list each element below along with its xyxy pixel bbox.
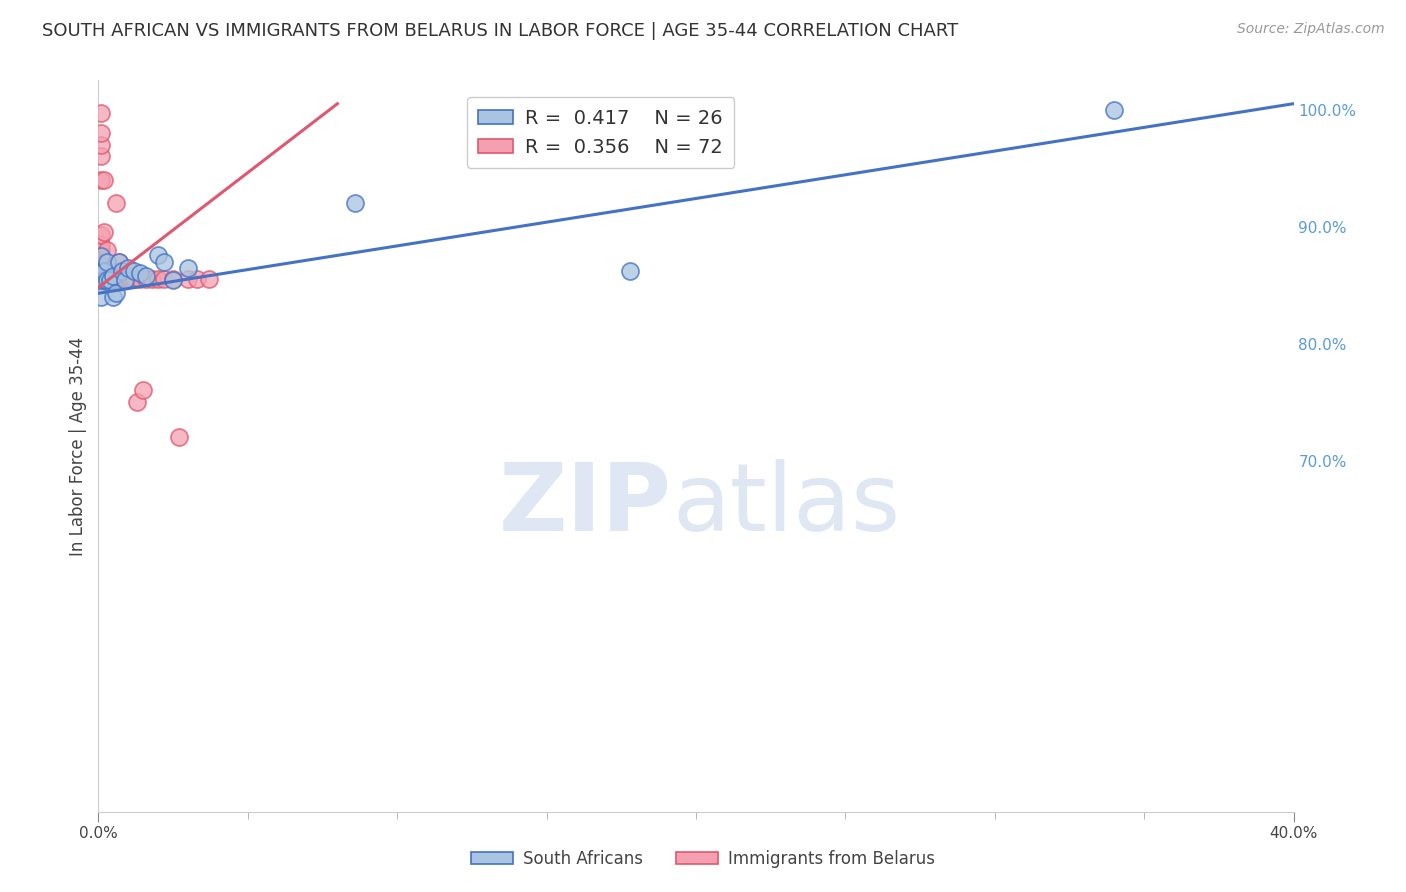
Point	[114, 273, 136, 287]
Point	[117, 260, 139, 275]
Point	[186, 272, 208, 286]
Point	[90, 249, 112, 263]
Point	[96, 266, 118, 280]
Point	[103, 266, 125, 280]
Point	[93, 273, 115, 287]
Point	[127, 395, 149, 409]
Point	[177, 272, 200, 286]
Point	[148, 247, 170, 261]
Point	[117, 272, 139, 286]
Point	[90, 249, 112, 263]
Point	[90, 272, 112, 286]
Point	[96, 263, 118, 277]
Text: atlas: atlas	[672, 458, 900, 550]
Text: SOUTH AFRICAN VS IMMIGRANTS FROM BELARUS IN LABOR FORCE | AGE 35-44 CORRELATION : SOUTH AFRICAN VS IMMIGRANTS FROM BELARUS…	[42, 22, 959, 40]
Point	[98, 268, 122, 283]
Point	[90, 263, 112, 277]
Text: ZIP: ZIP	[499, 458, 672, 550]
Point	[98, 272, 122, 286]
Point	[103, 290, 125, 304]
Point	[90, 266, 112, 280]
Point	[90, 137, 112, 152]
Point	[90, 106, 112, 120]
Point	[124, 264, 146, 278]
Point	[103, 268, 125, 283]
Point	[90, 264, 112, 278]
Point	[153, 254, 176, 268]
Point	[198, 272, 221, 286]
Point	[96, 273, 118, 287]
Point	[93, 268, 115, 283]
Point	[162, 273, 184, 287]
Point	[105, 286, 128, 301]
Point	[148, 272, 170, 286]
Point	[141, 272, 163, 286]
Legend: South Africans, Immigrants from Belarus: South Africans, Immigrants from Belarus	[464, 844, 942, 875]
Point	[111, 272, 134, 286]
Y-axis label: In Labor Force | Age 35-44: In Labor Force | Age 35-44	[69, 336, 87, 556]
Point	[98, 273, 122, 287]
Point	[619, 264, 641, 278]
Point	[105, 196, 128, 211]
Point	[90, 258, 112, 272]
Point	[93, 173, 115, 187]
Text: Source: ZipAtlas.com: Source: ZipAtlas.com	[1237, 22, 1385, 37]
Point	[135, 268, 157, 283]
Point	[129, 266, 152, 280]
Point	[132, 384, 155, 398]
Point	[162, 272, 184, 286]
Point	[90, 227, 112, 242]
Point	[96, 254, 118, 268]
Point	[90, 126, 112, 140]
Point	[111, 266, 134, 280]
Point	[96, 272, 118, 286]
Point	[117, 268, 139, 283]
Point	[153, 272, 176, 286]
Point	[90, 290, 112, 304]
Point	[114, 272, 136, 286]
Point	[90, 254, 112, 268]
Point	[93, 264, 115, 278]
Point	[90, 237, 112, 252]
Point	[105, 272, 128, 286]
Point	[93, 226, 115, 240]
Point	[120, 272, 142, 286]
Point	[96, 243, 118, 257]
Point	[1104, 103, 1126, 117]
Point	[177, 260, 200, 275]
Point	[108, 254, 131, 268]
Point	[124, 272, 146, 286]
Point	[108, 272, 131, 286]
Point	[90, 149, 112, 163]
Point	[90, 243, 112, 257]
Point	[108, 254, 131, 268]
Point	[167, 430, 190, 444]
Point	[103, 272, 125, 286]
Point	[135, 272, 157, 286]
Point	[93, 263, 115, 277]
Point	[344, 196, 367, 211]
Point	[93, 254, 115, 268]
Point	[129, 272, 152, 286]
Legend: R =  0.417    N = 26, R =  0.356    N = 72: R = 0.417 N = 26, R = 0.356 N = 72	[467, 97, 734, 169]
Point	[90, 173, 112, 187]
Point	[111, 264, 134, 278]
Point	[93, 272, 115, 286]
